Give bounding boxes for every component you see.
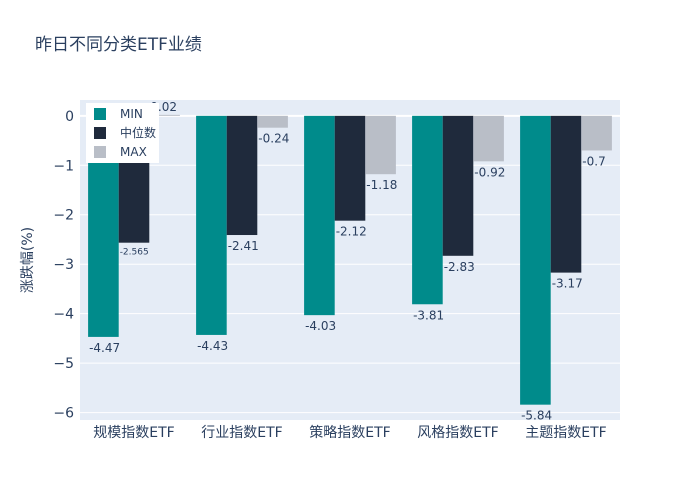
bar-value-label: -1.18 [366,178,397,192]
legend-label[interactable]: MIN [120,107,143,121]
bar[interactable] [365,115,396,175]
x-tick-label: 风格指数ETF [417,425,498,441]
data-labels: -4.47-2.5650.02-4.43-2.41-0.24-4.03-2.12… [89,100,606,423]
bar-value-label: -2.83 [444,260,475,274]
bar-value-label: -2.565 [120,248,149,258]
legend-swatch[interactable] [94,127,106,139]
bar-value-label: -0.92 [474,165,505,179]
x-tick-label: 行业指数ETF [201,425,282,441]
x-tick-label: 主题指数ETF [525,425,606,441]
bar[interactable] [304,115,335,316]
legend-swatch[interactable] [94,108,106,120]
chart-title: 昨日不同分类ETF业绩 [35,35,202,55]
y-tick-label: −3 [53,257,74,273]
bar-value-label: -2.12 [336,225,367,239]
bar[interactable] [149,114,180,116]
bar[interactable] [196,115,227,335]
bar-value-label: -4.43 [197,339,228,353]
bar[interactable] [334,115,366,221]
x-tick-label: 规模指数ETF [93,425,174,441]
legend[interactable]: MIN 中位数 MAX [86,103,159,163]
bar[interactable] [226,115,258,236]
x-tick-labels: 规模指数ETF 行业指数ETF 策略指数ETF 风格指数ETF 主题指数ETF [93,424,606,441]
bar-value-label: -3.17 [552,277,583,291]
y-axis-title: 涨跌幅(%) [20,227,36,293]
bar-value-label: -5.84 [521,409,552,423]
y-tick-label: −2 [53,208,74,224]
y-tick-label: −1 [53,158,74,174]
bar-value-label: -2.41 [228,239,259,253]
y-tick-label: −4 [53,307,74,323]
bar[interactable] [473,115,504,162]
bar[interactable] [581,115,612,151]
bar[interactable] [550,115,582,273]
bar[interactable] [412,115,443,305]
bar-value-label: -4.03 [305,319,336,333]
x-tick-label: 策略指数ETF [309,424,390,441]
bar[interactable] [442,115,474,256]
bar-value-label: -0.24 [258,132,289,146]
legend-swatch[interactable] [94,146,106,158]
bar[interactable] [257,115,288,128]
legend-label[interactable]: MAX [120,145,147,159]
bar-value-label: -0.7 [582,154,605,168]
legend-label[interactable]: 中位数 [120,125,156,140]
y-tick-label: −5 [53,356,74,372]
y-tick-label: −6 [53,406,74,422]
bar[interactable] [520,115,551,405]
y-tick-labels: 0 −1 −2 −3 −4 −5 −6 [53,109,74,422]
y-tick-label: 0 [65,109,74,125]
bar-value-label: -3.81 [413,308,444,322]
bar-value-label: -4.47 [89,341,120,355]
